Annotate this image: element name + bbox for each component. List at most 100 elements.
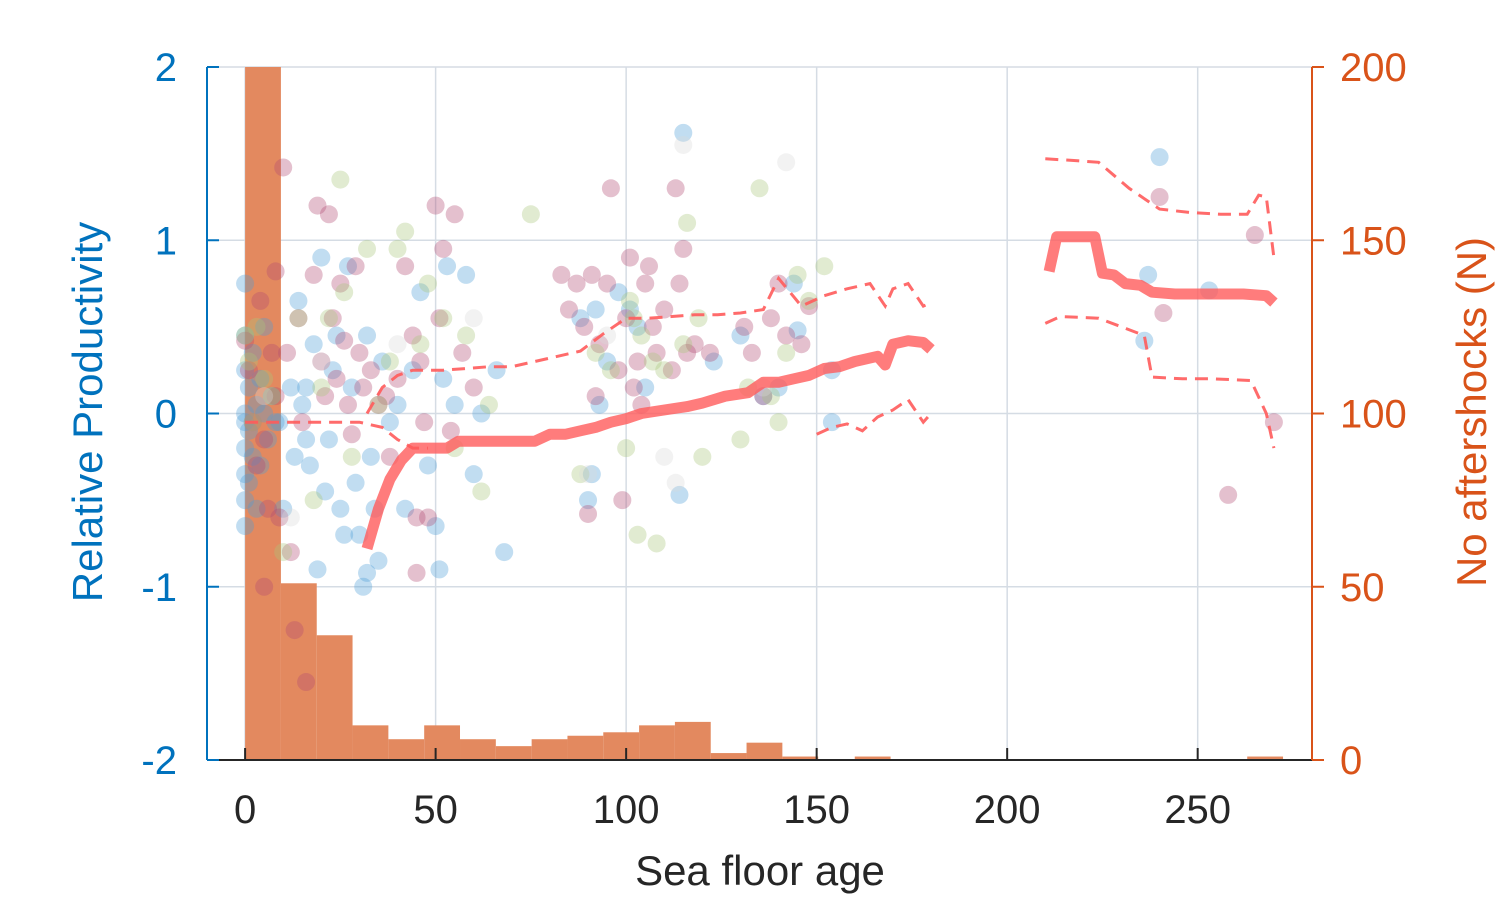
scatter-point — [304, 265, 323, 284]
scatter-point — [274, 499, 293, 518]
scatter-point — [396, 257, 415, 276]
median-trend-line — [1043, 231, 1278, 307]
scatter-point — [338, 395, 357, 414]
scatter-point — [678, 343, 697, 362]
scatter-point — [742, 343, 761, 362]
scatter-point — [609, 361, 628, 380]
scatter-point — [350, 525, 369, 544]
scatter-point — [266, 387, 285, 406]
scatter-point — [304, 335, 323, 354]
histogram-bar — [460, 739, 496, 760]
scatter-point — [647, 343, 666, 362]
scatter-point — [434, 239, 453, 258]
scatter-point — [297, 430, 316, 449]
scatter-point — [571, 465, 590, 484]
scatter-point — [236, 517, 255, 536]
scatter-point — [327, 326, 346, 345]
scatter-point — [822, 413, 841, 432]
scatter-point — [575, 317, 594, 336]
scatter-point — [304, 491, 323, 510]
left-y-tick-label: 2 — [155, 46, 177, 90]
scatter-point — [472, 482, 491, 501]
scatter-point — [293, 413, 312, 432]
histogram-bar — [495, 746, 532, 760]
scatter-point — [289, 309, 308, 328]
scatter-point — [243, 343, 262, 362]
scatter-point — [396, 499, 415, 518]
histogram-bar — [316, 635, 353, 760]
x-tick-label: 200 — [974, 788, 1041, 832]
scatter-point — [800, 291, 819, 310]
scatter-point — [369, 551, 388, 570]
x-axis-label: Sea floor age — [635, 847, 885, 894]
scatter-point — [308, 196, 327, 215]
scatter-point — [1150, 148, 1169, 167]
scatter-point — [678, 213, 697, 232]
scatter-point — [674, 335, 693, 354]
scatter-point — [617, 439, 636, 458]
x-tick-label: 150 — [783, 788, 850, 832]
scatter-point — [258, 430, 277, 449]
scatter-point — [784, 274, 803, 293]
scatter-point — [251, 456, 270, 475]
scatter-point — [377, 387, 396, 406]
scatter-point — [662, 361, 681, 380]
scatter-point — [624, 378, 643, 397]
scatter-point — [464, 378, 483, 397]
histogram-bar — [280, 583, 317, 760]
scatter-point — [567, 274, 586, 293]
scatter-point — [590, 395, 609, 414]
scatter-point — [628, 317, 647, 336]
scatter-point — [579, 491, 598, 510]
scatter-point — [262, 343, 281, 362]
scatter-point — [1139, 265, 1158, 284]
scatter-point — [788, 265, 807, 284]
left-y-tick-label: -1 — [141, 566, 177, 610]
scatter-point — [285, 621, 304, 640]
scatter-point — [342, 447, 361, 466]
scatter-point — [239, 473, 258, 492]
scatter-point — [308, 560, 327, 579]
scatter-point — [243, 447, 262, 466]
scatter-point — [289, 291, 308, 310]
left-y-tick-label: 1 — [155, 219, 177, 263]
aftershock-histogram — [245, 67, 1284, 760]
scatter-point — [358, 563, 377, 582]
scatter-point — [236, 404, 255, 423]
scatter-point — [255, 577, 274, 596]
scatter-point — [586, 300, 605, 319]
right-y-tick-label: 200 — [1340, 46, 1407, 90]
scatter-point — [620, 248, 639, 267]
scatter-point — [323, 361, 342, 380]
scatter-point — [338, 257, 357, 276]
scatter-point — [586, 387, 605, 406]
scatter-point — [239, 378, 258, 397]
histogram-bar — [782, 756, 819, 760]
scatter-point — [666, 473, 685, 492]
scatter-point — [579, 504, 598, 523]
scatter-point — [579, 465, 598, 484]
right-y-tick-label: 0 — [1340, 739, 1362, 783]
scatter-point — [411, 335, 430, 354]
scatter-point — [331, 170, 350, 189]
histogram-bar — [567, 735, 604, 760]
scatter-point — [247, 317, 266, 336]
scatter-point — [335, 331, 354, 350]
scatter-point — [358, 239, 377, 258]
scatter-point — [411, 283, 430, 302]
scatter-point — [598, 352, 617, 371]
scatter-point — [274, 543, 293, 562]
scatter-point — [689, 309, 708, 328]
scatter-point — [285, 447, 304, 466]
scatter-point — [380, 413, 399, 432]
scatter-point — [388, 239, 407, 258]
scatter-point — [674, 239, 693, 258]
scatter-point — [628, 352, 647, 371]
scatter-point — [312, 352, 331, 371]
upper-bound-line — [365, 275, 932, 415]
scatter-point — [297, 673, 316, 692]
scatter-point — [777, 153, 796, 172]
scatter-point — [354, 378, 373, 397]
scatter-point — [380, 352, 399, 371]
